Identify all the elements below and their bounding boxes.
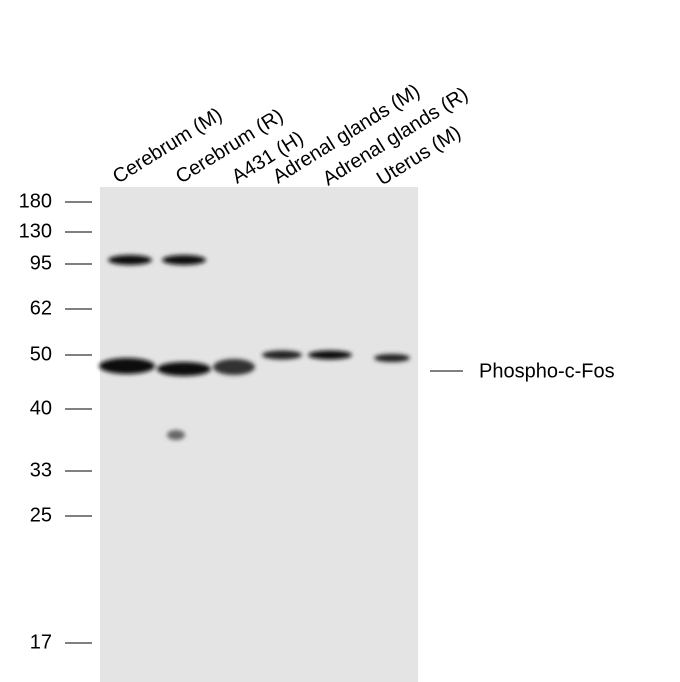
marker: 130 — [19, 220, 52, 242]
band — [308, 350, 352, 360]
marker-labels: 180 130 95 62 50 40 33 25 17 — [19, 190, 52, 653]
band — [162, 255, 206, 265]
band — [157, 362, 211, 376]
band — [108, 255, 152, 265]
spot — [167, 430, 185, 440]
marker-ticks — [65, 201, 92, 644]
lane-labels: Cerebrum (M) Cerebrum (R) A431 (H) Adren… — [109, 80, 472, 190]
marker: 25 — [30, 504, 52, 526]
band — [213, 359, 255, 375]
band — [99, 358, 155, 374]
marker: 62 — [30, 297, 52, 319]
membrane — [100, 187, 418, 682]
marker: 50 — [30, 343, 52, 365]
marker: 40 — [30, 397, 52, 419]
band-label: Phospho-c-Fos — [479, 360, 615, 382]
marker: 33 — [30, 459, 52, 481]
bands — [99, 255, 410, 440]
band — [374, 354, 410, 362]
marker: 17 — [30, 631, 52, 653]
marker: 180 — [19, 190, 52, 212]
band — [262, 350, 302, 360]
marker: 95 — [30, 252, 52, 274]
